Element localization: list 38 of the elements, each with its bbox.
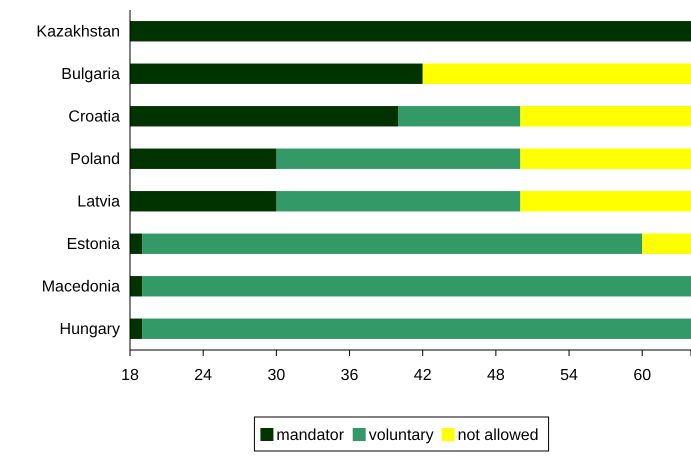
y-tick-label: Croatia bbox=[68, 108, 120, 126]
y-tick-label: Kazakhstan bbox=[36, 23, 120, 40]
x-tick-label: 48 bbox=[486, 366, 505, 384]
bar bbox=[130, 64, 423, 84]
bar bbox=[642, 234, 691, 254]
y-tick-label: Bulgaria bbox=[61, 66, 120, 83]
bar bbox=[130, 148, 276, 169]
x-tick-label: 24 bbox=[194, 366, 212, 384]
bar bbox=[130, 234, 142, 254]
bar bbox=[142, 234, 642, 254]
y-tick-label: Hungary bbox=[60, 320, 120, 338]
legend-label: voluntary bbox=[368, 427, 434, 444]
bar bbox=[520, 191, 691, 212]
x-tick-label: 60 bbox=[633, 366, 652, 384]
x-tick-label: 36 bbox=[340, 366, 359, 384]
x-tick-label: 30 bbox=[267, 366, 286, 384]
y-tick-label: Estonia bbox=[66, 236, 120, 253]
legend-label: not allowed bbox=[458, 427, 539, 444]
bar bbox=[130, 21, 691, 42]
bar bbox=[276, 191, 520, 212]
bar bbox=[142, 318, 691, 339]
y-tick-label: Poland bbox=[70, 150, 120, 168]
x-tick-label: 42 bbox=[414, 366, 432, 384]
bar bbox=[520, 106, 691, 126]
bar bbox=[276, 148, 520, 169]
y-tick-label: Latvia bbox=[77, 193, 120, 210]
bar bbox=[130, 106, 398, 126]
legend-label: mandator bbox=[276, 427, 345, 444]
bar bbox=[130, 318, 142, 339]
bar bbox=[130, 191, 276, 212]
x-tick-label: 18 bbox=[121, 366, 139, 384]
x-tick-label: 54 bbox=[560, 366, 578, 384]
bar bbox=[398, 106, 520, 126]
bar bbox=[422, 64, 691, 84]
bar bbox=[520, 148, 691, 169]
y-tick-label: Macedonia bbox=[42, 278, 120, 296]
bar bbox=[130, 276, 142, 296]
bar bbox=[142, 276, 691, 296]
